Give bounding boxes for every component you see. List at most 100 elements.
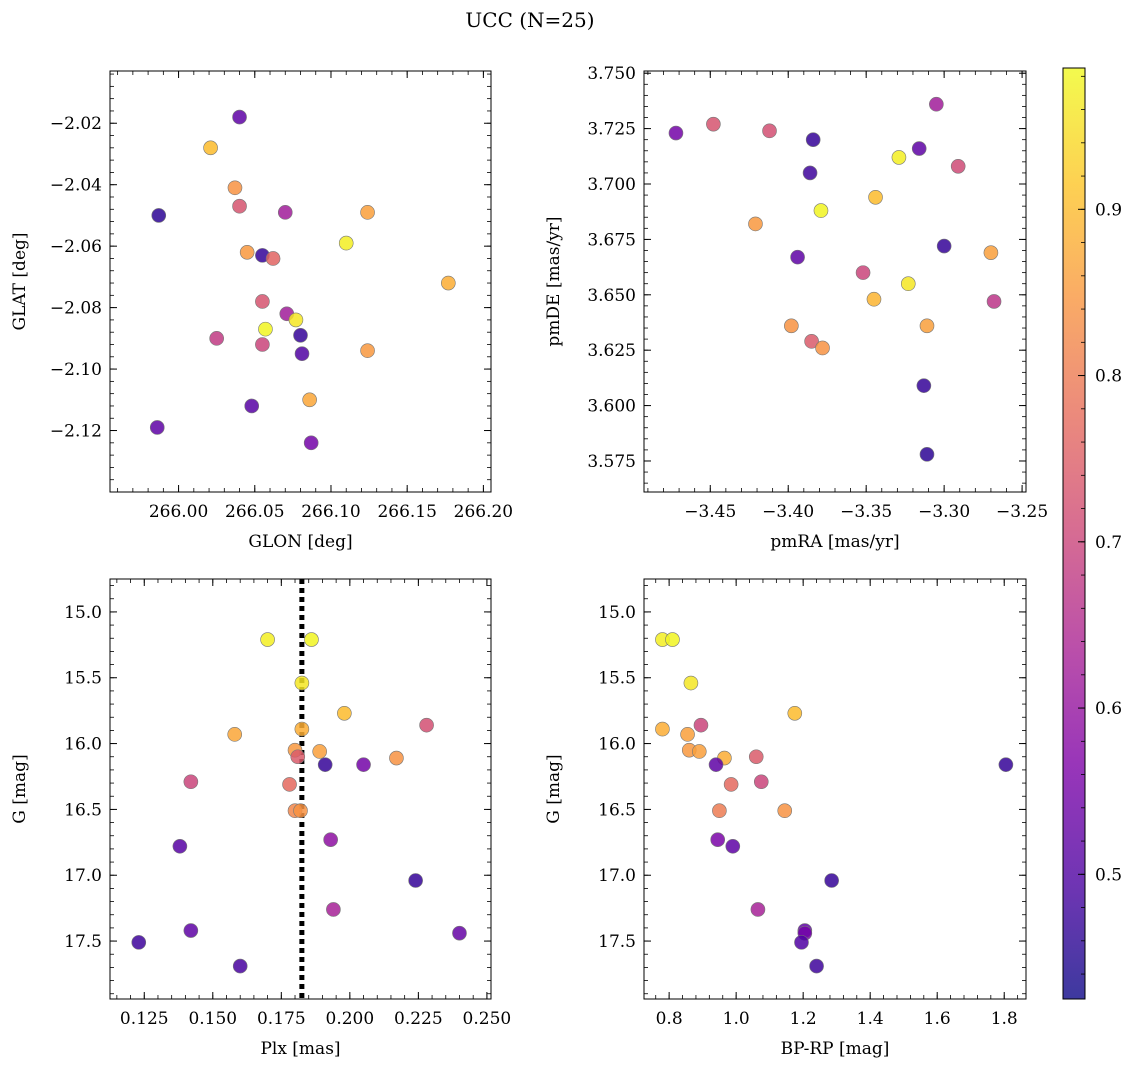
x-tick-label: 266.15 (377, 502, 436, 522)
scatter-point (244, 398, 260, 414)
scatter-point (762, 123, 777, 139)
scatter-point (277, 205, 293, 220)
scatter-point (868, 190, 883, 205)
scatter-point (916, 378, 932, 393)
scatter-point (813, 203, 829, 218)
y-tick-label: −2.02 (50, 114, 102, 134)
x-tick-label: −3.35 (840, 502, 892, 522)
scatter-point (723, 777, 739, 792)
scatter-point (293, 803, 308, 819)
scatter-point (290, 749, 306, 765)
scatter-point (151, 208, 167, 223)
scatter-point (227, 180, 243, 196)
y-tick-label: 3.600 (587, 397, 636, 417)
axes-frame (643, 70, 1027, 493)
scatter-point (183, 923, 199, 938)
colorbar-tick-label: 0.7 (1095, 533, 1122, 553)
y-tick-label: 16.5 (598, 800, 636, 820)
x-tick-label: −3.45 (684, 502, 736, 522)
scatter-point (294, 721, 310, 737)
scatter-point (260, 632, 275, 647)
x-tick-label: 1.6 (924, 1009, 951, 1029)
axes-frame (109, 70, 492, 493)
scatter-panel-1: 266.00 266.05 266.10 266.15 266.20 −2.12 −2.10… (10, 70, 513, 552)
y-tick-label: 3.700 (587, 175, 636, 195)
x-axis-label: BP-RP [mag] (781, 1039, 890, 1059)
colorbar-tick-label: 0.8 (1095, 367, 1122, 387)
y-tick-label: 3.675 (587, 230, 636, 250)
scatter-panels: 266.00 266.05 266.10 266.15 266.20 −2.12 −2.10… (10, 64, 1048, 1059)
x-tick-label: 0.175 (257, 1009, 306, 1029)
scatter-point (203, 140, 218, 156)
colorbar: 0.5 0.6 0.7 0.8 0.9 (1062, 67, 1122, 1000)
y-tick-label: −2.10 (50, 360, 102, 380)
x-tick-label: 1.2 (790, 1009, 817, 1029)
scatter-point (683, 675, 699, 691)
scatter-point (936, 238, 952, 254)
y-tick-label: 15.5 (598, 669, 636, 689)
scatter-point (665, 632, 680, 647)
scatter-point (419, 717, 434, 733)
scatter-point (232, 109, 247, 125)
scatter-point (802, 165, 818, 181)
scatter-point (655, 721, 670, 737)
scatter-point (338, 235, 354, 251)
y-tick-label: 16.5 (64, 800, 102, 820)
scatter-point (317, 757, 333, 772)
colorbar-tick-label: 0.5 (1095, 865, 1122, 885)
y-tick-label: 16.0 (64, 735, 102, 755)
scatter-panel-3: 0.125 0.150 0.175 0.200 0.225 0.250 15.0 15.5 16… (10, 578, 511, 1059)
y-tick-label: 17.5 (598, 932, 636, 952)
scatter-point (360, 343, 375, 358)
scatter-point (748, 749, 764, 765)
y-tick-label: 3.625 (587, 341, 636, 361)
scatter-point (293, 327, 308, 343)
scatter-point (911, 141, 927, 156)
colorbar-gradient (1062, 67, 1086, 1000)
scatter-point (748, 216, 763, 232)
scatter-point (790, 249, 805, 265)
y-axis-label: G [mag] (544, 754, 564, 823)
scatter-point (712, 803, 727, 819)
x-tick-label: 0.200 (326, 1009, 375, 1029)
y-axis-label: GLAT [deg] (10, 232, 30, 330)
scatter-point (804, 334, 819, 349)
x-tick-label: −3.30 (918, 502, 970, 522)
y-tick-label: 17.0 (598, 866, 636, 886)
y-tick-label: 3.575 (587, 452, 636, 472)
scatter-point (787, 705, 803, 721)
scatter-point (950, 158, 966, 174)
x-tick-label: 0.125 (120, 1009, 169, 1029)
scatter-point (919, 318, 935, 334)
scatter-point (131, 935, 147, 950)
x-tick-label: 266.10 (301, 502, 360, 522)
x-tick-label: 266.05 (225, 502, 284, 522)
x-tick-label: 0.8 (656, 1009, 683, 1029)
x-tick-label: 1.8 (991, 1009, 1018, 1029)
scatter-point (326, 902, 341, 917)
scatter-point (294, 346, 310, 362)
scatter-point (294, 675, 310, 691)
scatter-point (172, 838, 188, 854)
scatter-point (983, 245, 999, 260)
scatter-point (232, 958, 248, 974)
x-tick-label: 0.150 (188, 1009, 237, 1029)
y-tick-label: 17.0 (64, 866, 102, 886)
scatter-point (239, 245, 255, 260)
scatter-point (255, 294, 270, 309)
x-tick-label: −3.25 (996, 502, 1048, 522)
scatter-point (855, 265, 871, 280)
y-tick-label: 15.0 (598, 603, 636, 623)
scatter-point (809, 958, 824, 974)
scatter-point (815, 340, 830, 356)
scatter-point (986, 294, 1002, 309)
y-tick-label: 15.5 (64, 669, 102, 689)
scatter-point (784, 318, 799, 334)
y-tick-label: −2.06 (50, 237, 102, 257)
scatter-panel-2: −3.45 −3.40 −3.35 −3.30 −3.25 3.575 3.600 3.625… (544, 64, 1048, 552)
x-tick-label: 1.4 (857, 1009, 884, 1029)
colorbar-tick-label: 0.9 (1095, 200, 1122, 220)
scatter-point (753, 774, 769, 790)
axes-frame (643, 578, 1027, 1000)
